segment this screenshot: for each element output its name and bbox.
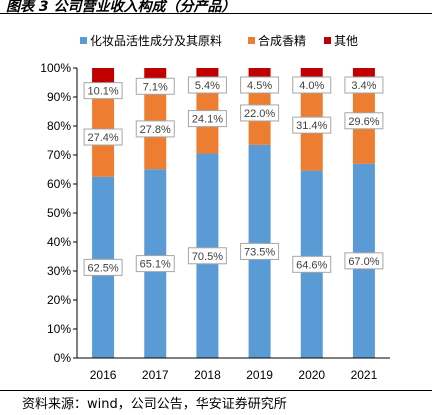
legend-label-2: 合成香精 [258, 33, 306, 48]
data-label-2017-series-2: 27.8% [140, 124, 171, 136]
data-label-box [344, 76, 384, 94]
data-label-box [292, 76, 332, 94]
x-axis: 2016 2017 2018 2019 2020 2021 [77, 357, 390, 382]
stacked-bar-chart: 化妆品活性成分及其原料 合成香精 其他 0% 10% 20% 30% 40% 50% 60% 70… [40, 33, 390, 382]
data-label-2021-series-2: 29.6% [348, 116, 379, 128]
data-label-2021-series-3: 3.4% [351, 80, 376, 92]
data-label-2021-series-1: 67.0% [348, 256, 379, 268]
data-label-box [83, 258, 123, 276]
legend: 化妆品活性成分及其原料 合成香精 其他 [80, 33, 358, 48]
data-label-box [135, 255, 175, 273]
bar-2021-series-3 [352, 68, 375, 78]
data-label-box [187, 76, 227, 94]
data-label-2017-series-1: 65.1% [140, 259, 171, 271]
legend-swatch-1 [80, 37, 87, 44]
data-label-box [292, 255, 332, 273]
data-label-2019-series-3: 4.5% [247, 80, 272, 92]
data-label-2020-series-1: 64.6% [296, 259, 327, 271]
data-label-box [83, 128, 123, 146]
legend-label-3: 其他 [334, 34, 358, 48]
legend-label-1: 化妆品活性成分及其原料 [90, 34, 222, 48]
data-label-box [344, 112, 384, 130]
y-tick-label: 40% [47, 235, 71, 249]
data-labels: 62.5% 27.4% 10.1% 65.1% 27.8% 7.1% 70.5% 24.1% 5… [83, 76, 384, 276]
legend-swatch-2 [248, 37, 255, 44]
y-tick-label: 80% [47, 119, 71, 133]
data-label-box [240, 104, 280, 122]
y-tick-label: 0% [54, 351, 72, 365]
y-tick-label: 60% [47, 177, 71, 191]
y-tick-label: 30% [47, 264, 71, 278]
data-label-2018-series-1: 70.5% [192, 251, 223, 263]
data-label-2016-series-3: 10.1% [87, 86, 118, 98]
data-label-box [187, 110, 227, 128]
source-rule [0, 390, 432, 391]
data-label-2017-series-3: 7.1% [143, 81, 168, 93]
data-label-2019-series-2: 22.0% [244, 108, 275, 120]
bars [92, 68, 375, 358]
y-tick-label: 50% [47, 206, 71, 220]
x-tick-label: 2019 [246, 368, 273, 382]
x-tick-label: 2021 [351, 368, 378, 382]
title-rule [0, 13, 432, 14]
y-tick-label: 90% [47, 90, 71, 104]
data-label-2018-series-3: 5.4% [195, 80, 220, 92]
data-label-box [344, 252, 384, 270]
data-label-box [135, 120, 175, 138]
data-label-box [240, 242, 280, 260]
data-label-box [240, 76, 280, 94]
data-label-2016-series-1: 62.5% [87, 262, 118, 274]
x-tick-label: 2018 [194, 368, 221, 382]
x-tick-label: 2017 [142, 368, 169, 382]
y-tick-label: 20% [47, 293, 71, 307]
y-axis: 0% 10% 20% 30% 40% 50% 60% 70% 80% 90% 100% [40, 61, 78, 365]
data-label-2018-series-2: 24.1% [192, 114, 223, 126]
bar-2020-series-3 [300, 68, 323, 80]
source-note: 资料来源：wind，公司公告，华安证券研究所 [22, 397, 287, 412]
data-label-box [292, 116, 332, 134]
data-label-box [135, 77, 175, 95]
data-label-box [187, 247, 227, 265]
data-label-2016-series-2: 27.4% [87, 132, 118, 144]
x-tick-label: 2016 [90, 368, 117, 382]
data-label-2020-series-3: 4.0% [299, 80, 324, 92]
data-label-2019-series-1: 73.5% [244, 246, 275, 258]
x-tick-label: 2020 [298, 368, 325, 382]
y-tick-label: 100% [40, 61, 71, 75]
data-label-box [83, 82, 123, 100]
y-tick-label: 70% [47, 148, 71, 162]
y-tick-label: 10% [47, 322, 71, 336]
chart-title: 图表 3 公司营业收入构成（分产品） [6, 0, 236, 15]
data-label-2020-series-2: 31.4% [296, 120, 327, 132]
legend-swatch-3 [324, 37, 331, 44]
